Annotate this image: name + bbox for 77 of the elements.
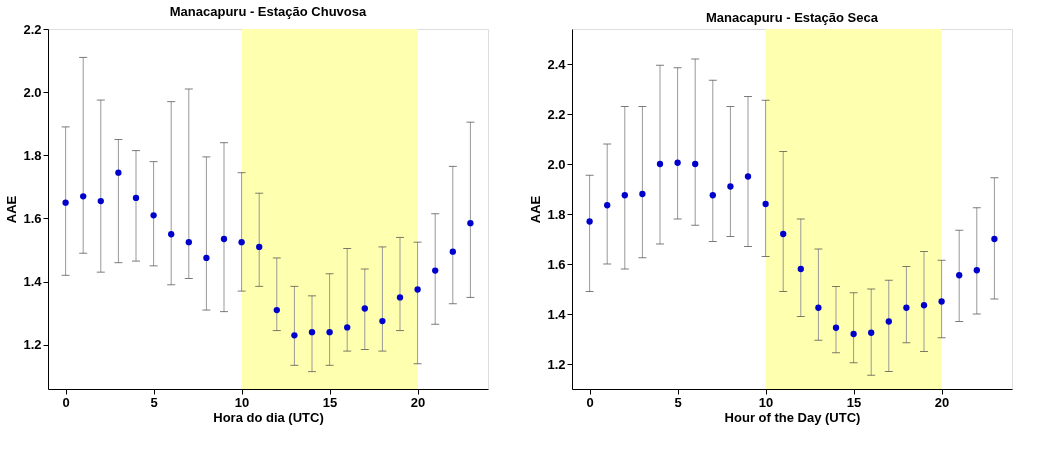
y-tick-label: 1.4 [547, 306, 567, 322]
point [674, 159, 681, 166]
y-tick-label: 2.2 [547, 106, 566, 122]
point [97, 197, 104, 205]
y-axis-title: AAE [4, 195, 20, 224]
x-tick-label: 20 [934, 394, 950, 410]
point [956, 272, 963, 279]
point [727, 183, 734, 190]
point [467, 220, 474, 227]
y-tick-label: 1.8 [547, 206, 566, 222]
point [621, 192, 628, 199]
y-tick-label: 1.2 [23, 337, 42, 353]
point [168, 231, 175, 238]
point [744, 173, 752, 180]
point [80, 193, 87, 200]
point [885, 318, 892, 325]
x-tick-label: 20 [410, 394, 426, 410]
point [291, 332, 298, 339]
point [832, 324, 840, 331]
point [220, 235, 228, 243]
y-tick-label: 1.2 [547, 356, 566, 372]
point [797, 265, 804, 273]
point [344, 324, 351, 331]
point [973, 267, 980, 274]
point [656, 160, 664, 168]
x-tick-label: 10 [758, 394, 774, 410]
point [185, 239, 192, 246]
point [920, 302, 928, 309]
chart-title: Manacapuru - Estação Seca [706, 10, 879, 25]
point [132, 194, 140, 202]
point [326, 329, 333, 336]
point [586, 218, 593, 225]
point [815, 304, 822, 311]
point [432, 267, 439, 274]
y-axis-title: AAE [528, 195, 544, 224]
point [762, 200, 769, 208]
x-tick-label: 5 [150, 394, 158, 410]
x-tick-label: 5 [674, 394, 682, 410]
point [991, 235, 998, 243]
point [692, 160, 699, 168]
point [150, 212, 157, 219]
point [379, 317, 386, 325]
point [604, 202, 611, 209]
x-tick-label: 0 [62, 394, 70, 410]
point [238, 239, 245, 246]
point [396, 294, 404, 301]
chart-title: Manacapuru - Estação Chuvosa [169, 4, 368, 19]
x-tick-label: 15 [322, 394, 338, 410]
point [308, 329, 316, 336]
x-tick-label: 0 [586, 394, 594, 410]
point [361, 305, 368, 312]
x-tick-label: 10 [234, 394, 250, 410]
point [850, 330, 857, 338]
point [256, 243, 263, 251]
y-tick-label: 2.2 [23, 21, 42, 37]
point [639, 190, 646, 198]
point [203, 254, 210, 262]
point [115, 169, 122, 176]
y-tick-label: 1.8 [23, 147, 42, 163]
point [709, 192, 716, 199]
point [903, 304, 910, 311]
x-axis-title: Hour of the Day (UTC) [724, 409, 861, 425]
y-tick-label: 2.4 [547, 56, 567, 72]
point [449, 248, 456, 255]
y-tick-label: 1.6 [23, 210, 42, 226]
point [273, 306, 280, 314]
point [414, 286, 421, 293]
point [868, 329, 875, 336]
y-tick-label: 2.0 [23, 84, 42, 100]
x-axis-title: Hora do dia (UTC) [213, 409, 324, 425]
y-tick-label: 1.6 [547, 256, 566, 272]
point [780, 230, 787, 238]
point [62, 199, 69, 206]
y-tick-label: 1.4 [23, 274, 43, 290]
y-tick-label: 2.0 [547, 156, 566, 172]
x-tick-label: 15 [846, 394, 862, 410]
point [938, 298, 945, 305]
